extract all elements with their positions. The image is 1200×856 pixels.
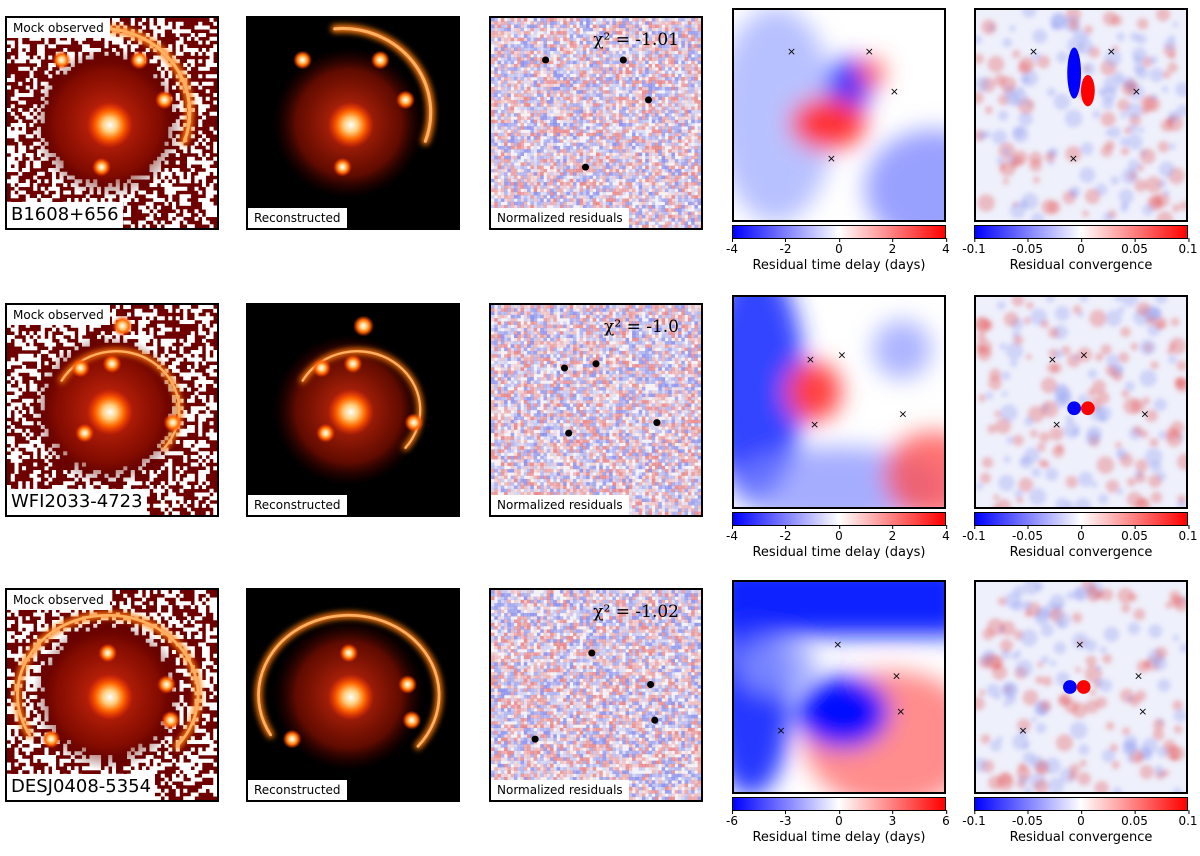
colorbar-tick-label: 0: [1077, 238, 1085, 256]
mock-observed-panel: Mock observed WFI2033-4723: [5, 303, 219, 517]
residual-time-delay-panel: × × × ×: [732, 295, 946, 509]
colorbar-tick-label: 6: [942, 810, 950, 828]
colorbar-tick-label: 4: [942, 525, 950, 543]
delay-colorbar-label: Residual time delay (days): [752, 830, 926, 845]
colorbar-tick-label: -4: [726, 238, 738, 256]
mock-observed-panel: Mock observed DESJ0408-5354: [5, 588, 219, 802]
delay-colorbar-label: Residual time delay (days): [752, 258, 926, 273]
colorbar-tick-label: 2: [888, 238, 897, 256]
svg-text:×: ×: [1132, 85, 1141, 98]
svg-text:×: ×: [890, 85, 899, 98]
mock-observed-image: [7, 18, 217, 228]
convergence-colorbar-label: Residual convergence: [1009, 258, 1153, 273]
convergence-colorbar: [974, 797, 1188, 811]
delay-colorbar: [732, 797, 946, 811]
colorbar-tick-label: 0: [835, 238, 843, 256]
normalized-residuals-panel: χ² = -1.01 Normalized residuals: [489, 16, 703, 230]
colorbar-tick-label: -0.05: [1011, 525, 1044, 543]
colorbar-tick-label: 0.1: [1178, 810, 1198, 828]
residual-convergence-map: ××××: [976, 582, 1186, 792]
residual-time-delay-map: ××××: [734, 582, 944, 792]
colorbar-tick-label: -0.05: [1011, 810, 1044, 828]
residual-convergence-map: × × × ×: [976, 10, 1186, 220]
normalized-residuals-panel: χ² = -1.0 Normalized residuals: [489, 303, 703, 517]
colorbar-tick-label: 0.1: [1178, 525, 1198, 543]
colorbar-tick-label: -2: [779, 525, 792, 543]
colorbar-tick-label: -3: [779, 810, 792, 828]
convergence-colorbar-ticks: -0.1 -0.05 0 0.05 0.1: [962, 238, 1198, 258]
reconstructed-label: Reconstructed: [248, 495, 347, 515]
colorbar-tick-label: 0.1: [1178, 238, 1198, 256]
colorbar-tick-label: -0.1: [962, 525, 986, 543]
colorbar-tick-label: -0.1: [962, 238, 986, 256]
convergence-colorbar-ticks: -0.1 -0.05 0 0.05 0.1: [962, 810, 1198, 830]
colorbar-tick-label: 0: [1077, 525, 1085, 543]
svg-text:×: ×: [787, 45, 796, 58]
colorbar-tick-label: 0: [835, 810, 843, 828]
mock-observed-label: Mock observed: [7, 590, 110, 610]
reconstructed-label: Reconstructed: [248, 208, 347, 228]
delay-colorbar-label: Residual time delay (days): [752, 545, 926, 560]
mock-observed-panel: Mock observed B1608+656: [5, 16, 219, 230]
svg-text:×: ×: [1069, 152, 1078, 165]
chi-squared-label: χ² = -1.02: [593, 602, 679, 622]
convergence-colorbar-ticks: -0.1 -0.05 0 0.05 0.1: [962, 525, 1198, 545]
residual-convergence-panel: × × × ×: [974, 295, 1188, 509]
delay-colorbar-ticks: -6 -3 0 3 6: [726, 810, 950, 830]
delay-colorbar: [732, 512, 946, 526]
reconstructed-image: [248, 590, 458, 800]
residuals-image: [491, 305, 701, 515]
colorbar-tick-label: 3: [888, 810, 897, 828]
residual-time-delay-panel: × × × ×: [732, 8, 946, 222]
convergence-colorbar-label: Residual convergence: [1009, 545, 1153, 560]
lens-name-label: DESJ0408-5354: [7, 774, 156, 800]
colorbar-tick-label: 0.05: [1121, 525, 1148, 543]
delay-colorbar: [732, 225, 946, 239]
residual-convergence-map: ××××: [976, 297, 1186, 507]
lens-name-label: WFI2033-4723: [7, 489, 147, 515]
normalized-residuals-label: Normalized residuals: [491, 495, 629, 515]
colorbar-tick-label: -6: [726, 810, 738, 828]
lens-name-label: B1608+656: [7, 202, 123, 228]
convergence-colorbar-label: Residual convergence: [1009, 830, 1153, 845]
colorbar-tick-label: -2: [779, 238, 792, 256]
colorbar-tick-label: 0: [835, 525, 843, 543]
colorbar-tick-label: -0.1: [962, 810, 986, 828]
svg-text:×: ×: [1107, 45, 1116, 58]
residual-convergence-panel: × × × ×: [974, 8, 1188, 222]
convergence-colorbar: [974, 225, 1188, 239]
mock-observed-image: [7, 590, 217, 800]
delay-colorbar-ticks: -4 -2 0 2 4: [726, 238, 950, 258]
mock-observed-image: [7, 305, 217, 515]
reconstructed-panel: Reconstructed: [246, 303, 460, 517]
svg-text:×: ×: [1029, 45, 1038, 58]
delay-colorbar-ticks: -4 -2 0 2 4: [726, 525, 950, 545]
svg-text:×: ×: [827, 152, 836, 165]
reconstructed-image: [248, 18, 458, 228]
colorbar-tick-label: 0.05: [1121, 810, 1148, 828]
colorbar-tick-label: 4: [942, 238, 950, 256]
colorbar-tick-label: 2: [888, 525, 897, 543]
residual-time-delay-map: × × × ×: [734, 10, 944, 220]
colorbar-tick-label: -4: [726, 525, 738, 543]
colorbar-tick-label: 0.05: [1121, 238, 1148, 256]
residual-time-delay-panel: × × × ×: [732, 580, 946, 794]
mock-observed-label: Mock observed: [7, 18, 110, 38]
colorbar-tick-label: -0.05: [1011, 238, 1044, 256]
svg-text:×: ×: [865, 45, 874, 58]
reconstructed-panel: Reconstructed: [246, 16, 460, 230]
residual-time-delay-map: ××××: [734, 297, 944, 507]
mock-observed-label: Mock observed: [7, 305, 110, 325]
colorbar-tick-label: 0: [1077, 810, 1085, 828]
reconstructed-panel: Reconstructed: [246, 588, 460, 802]
residual-convergence-panel: × × × ×: [974, 580, 1188, 794]
normalized-residuals-panel: χ² = -1.02 Normalized residuals: [489, 588, 703, 802]
normalized-residuals-label: Normalized residuals: [491, 208, 629, 228]
chi-squared-label: χ² = -1.0: [604, 317, 679, 337]
convergence-colorbar: [974, 512, 1188, 526]
reconstructed-label: Reconstructed: [248, 780, 347, 800]
normalized-residuals-label: Normalized residuals: [491, 780, 629, 800]
chi-squared-label: χ² = -1.01: [593, 30, 679, 50]
reconstructed-image: [248, 305, 458, 515]
